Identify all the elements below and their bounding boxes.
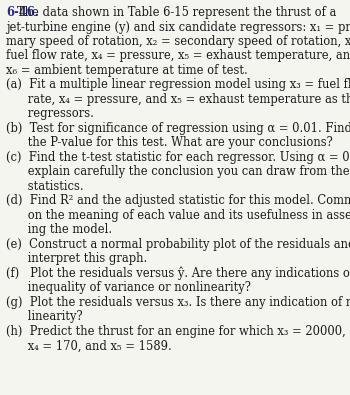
Text: (f)   Plot the residuals versus ŷ. Are there any indications of: (f) Plot the residuals versus ŷ. Are the…: [6, 267, 350, 280]
Text: The data shown in Table 6-15 represent the thrust of a: The data shown in Table 6-15 represent t…: [6, 6, 336, 19]
Text: x₄ = 170, and x₅ = 1589.: x₄ = 170, and x₅ = 1589.: [6, 339, 172, 352]
Text: (d)  Find R² and the adjusted statistic for this model. Comment: (d) Find R² and the adjusted statistic f…: [6, 194, 350, 207]
Text: jet-turbine engine (y) and six candidate regressors: x₁ = pri-: jet-turbine engine (y) and six candidate…: [6, 21, 350, 34]
Text: on the meaning of each value and its usefulness in assess-: on the meaning of each value and its use…: [6, 209, 350, 222]
Text: (e)  Construct a normal probability plot of the residuals and: (e) Construct a normal probability plot …: [6, 238, 350, 251]
Text: ing the model.: ing the model.: [6, 224, 112, 237]
Text: statistics.: statistics.: [6, 180, 84, 193]
Text: (g)  Plot the residuals versus x₃. Is there any indication of non-: (g) Plot the residuals versus x₃. Is the…: [6, 296, 350, 309]
Text: (h)  Predict the thrust for an engine for which x₃ = 20000,: (h) Predict the thrust for an engine for…: [6, 325, 346, 338]
Text: the P-value for this test. What are your conclusions?: the P-value for this test. What are your…: [6, 137, 333, 149]
Text: explain carefully the conclusion you can draw from these: explain carefully the conclusion you can…: [6, 166, 350, 179]
Text: (a)  Fit a multiple linear regression model using x₃ = fuel flow: (a) Fit a multiple linear regression mod…: [6, 79, 350, 92]
Text: 6-46.: 6-46.: [6, 6, 38, 19]
Text: (c)  Find the t-test statistic for each regressor. Using α = 0.01,: (c) Find the t-test statistic for each r…: [6, 151, 350, 164]
Text: rate, x₄ = pressure, and x₅ = exhaust temperature as the: rate, x₄ = pressure, and x₅ = exhaust te…: [6, 93, 350, 106]
Text: interpret this graph.: interpret this graph.: [6, 252, 147, 265]
Text: (b)  Test for significance of regression using α = 0.01. Find: (b) Test for significance of regression …: [6, 122, 350, 135]
Text: regressors.: regressors.: [6, 107, 94, 120]
Text: inequality of variance or nonlinearity?: inequality of variance or nonlinearity?: [6, 282, 251, 295]
Text: mary speed of rotation, x₂ = secondary speed of rotation, x₃ =: mary speed of rotation, x₂ = secondary s…: [6, 35, 350, 48]
Text: fuel flow rate, x₄ = pressure, x₅ = exhaust temperature, and: fuel flow rate, x₄ = pressure, x₅ = exha…: [6, 49, 350, 62]
Text: linearity?: linearity?: [6, 310, 83, 324]
Text: x₆ = ambient temperature at time of test.: x₆ = ambient temperature at time of test…: [6, 64, 248, 77]
